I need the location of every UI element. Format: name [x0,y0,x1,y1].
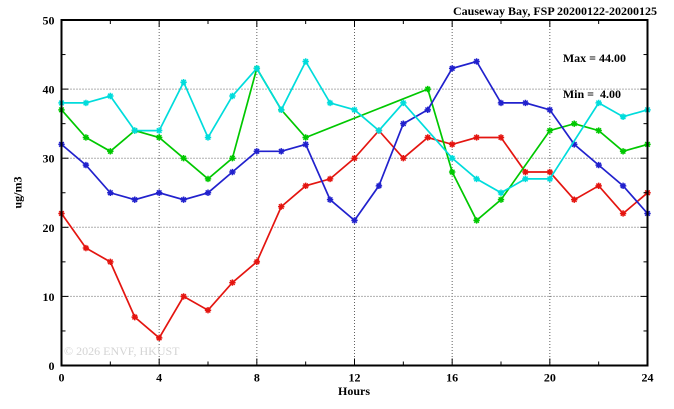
min-value-label: Min = 4.00 [562,87,621,101]
y-tick-label: 30 [43,152,55,166]
y-tick-label: 0 [49,359,55,373]
y-tick-label: 10 [43,290,55,304]
series-markers-green-line [58,65,651,224]
maxmin-annotation: Max = 44.00 Min = 4.00 [563,28,626,124]
x-tick-label: 4 [156,371,162,385]
chart-title: Causeway Bay, FSP 20200122-20200125 [452,4,657,18]
x-tick-label: 8 [254,371,260,385]
max-value-label: Max = 44.00 [562,51,626,65]
x-tick-label: 20 [544,371,556,385]
x-tick-label: 16 [446,371,458,385]
y-tick-label: 40 [43,83,55,97]
x-tick-label: 12 [349,371,361,385]
x-tick-label: 24 [642,371,654,385]
y-tick-label: 50 [43,14,55,28]
x-axis-label: Hours [337,384,370,398]
watermark: © 2026 ENVF, HKUST [64,344,180,358]
y-tick-label: 20 [43,221,55,235]
y-axis-label: ug/m3 [10,176,25,209]
x-tick-label: 0 [59,371,65,385]
series-line-green-line [60,66,648,222]
